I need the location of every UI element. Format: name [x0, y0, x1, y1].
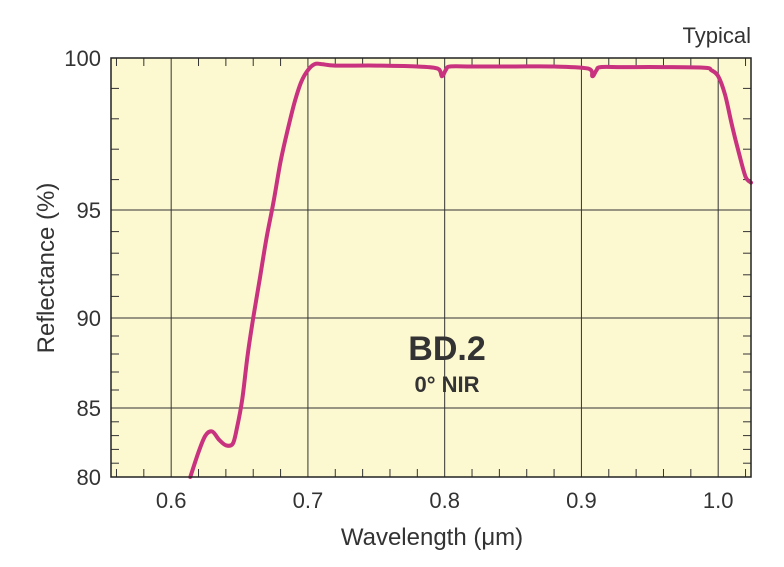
y-tick-label: 85 — [77, 396, 101, 421]
chart-annotation-subtitle: 0° NIR — [414, 372, 479, 397]
x-tick-label: 0.9 — [566, 488, 597, 513]
x-axis-title: Wavelength (μm) — [341, 524, 523, 551]
x-tick-label: 0.8 — [429, 488, 460, 513]
plot-frame — [110, 57, 752, 478]
x-tick-label: 0.7 — [293, 488, 324, 513]
chart-annotation-title: BD.2 — [408, 330, 485, 368]
minor-ticks — [111, 58, 751, 477]
x-tick-labels: 0.6 0.7 0.8 0.9 1.0 — [156, 488, 734, 513]
y-tick-label: 100 — [64, 46, 101, 71]
plot-area — [111, 58, 751, 477]
y-tick-label: 95 — [77, 198, 101, 223]
x-tick-label: 1.0 — [703, 488, 734, 513]
y-tick-label: 90 — [77, 306, 101, 331]
series-line — [188, 61, 753, 479]
x-tick-label: 0.6 — [156, 488, 187, 513]
y-tick-label: 80 — [77, 465, 101, 490]
typical-note: Typical — [683, 23, 751, 48]
y-tick-labels: 80 85 90 95 100 — [64, 46, 101, 490]
y-axis-title: Reflectance (%) — [33, 183, 60, 354]
